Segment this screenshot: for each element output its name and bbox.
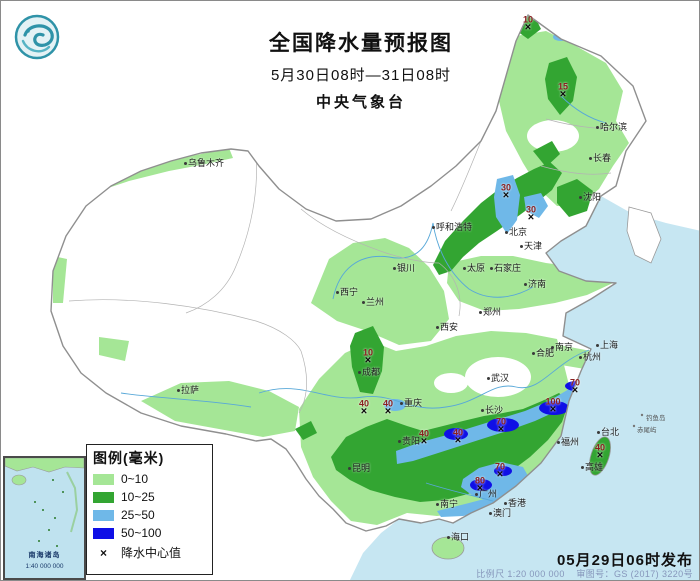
province-borders <box>68 118 617 414</box>
island-label: 钓鱼岛 <box>646 415 666 422</box>
china-border <box>50 14 647 532</box>
legend-item-center-value: × 降水中心值 <box>93 544 206 561</box>
legend-swatch <box>93 491 114 503</box>
island-label: 赤尾屿 <box>637 427 657 434</box>
legend-range-label: 50~100 <box>121 526 162 540</box>
small-islands <box>632 413 644 428</box>
south-china-sea-inset: 南海诸岛 1:40 000 000 <box>3 456 86 580</box>
inset-scale: 1:40 000 000 <box>25 563 64 570</box>
map-approval-number: 审图号：GS (2017) 3220号 <box>576 569 693 579</box>
forecast-period: 5月30日08时—31日08时 <box>270 67 452 84</box>
hainan-island <box>431 536 465 560</box>
sea-area <box>349 196 699 580</box>
legend-range-label: 25~50 <box>121 508 155 522</box>
taiwan-island <box>589 436 611 476</box>
legend-item: 0~10 <box>93 472 206 486</box>
page-title: 全国降水量预报图 <box>269 32 453 55</box>
legend-center-label: 降水中心值 <box>121 546 182 560</box>
map-header: 全国降水量预报图 5月30日08时—31日08时 中央气象台 <box>216 31 506 112</box>
legend-items: 0~10 10~25 25~50 50~100 <box>93 472 206 540</box>
cma-logo <box>14 14 60 60</box>
legend-item: 10~25 <box>93 490 206 504</box>
rivers <box>120 95 607 502</box>
legend-item: 50~100 <box>93 526 206 540</box>
inset-map <box>4 457 85 547</box>
legend-swatch <box>93 509 114 521</box>
korea-landmass <box>626 206 662 264</box>
legend-range-label: 0~10 <box>121 472 149 486</box>
legend-item: 25~50 <box>93 508 206 522</box>
issue-time: 05月29日06时发布 <box>556 552 693 569</box>
agency-name: 中央气象台 <box>315 94 406 111</box>
rain-center-x-icon: × <box>99 545 107 560</box>
inset-label: 南海诸岛 <box>28 552 61 559</box>
legend-title: 图例(毫米) <box>93 450 165 466</box>
legend-range-label: 10~25 <box>121 490 155 504</box>
map-legend: 图例(毫米) 0~10 10~25 25~50 50~100 × 降水中心值 <box>86 444 213 575</box>
map-scale: 比例尺 1:20 000 000 <box>476 569 565 579</box>
legend-swatch <box>93 527 114 539</box>
map-note: 比例尺 1:20 000 000 审图号：GS (2017) 3220号 <box>476 567 693 580</box>
legend-swatch <box>93 473 114 485</box>
